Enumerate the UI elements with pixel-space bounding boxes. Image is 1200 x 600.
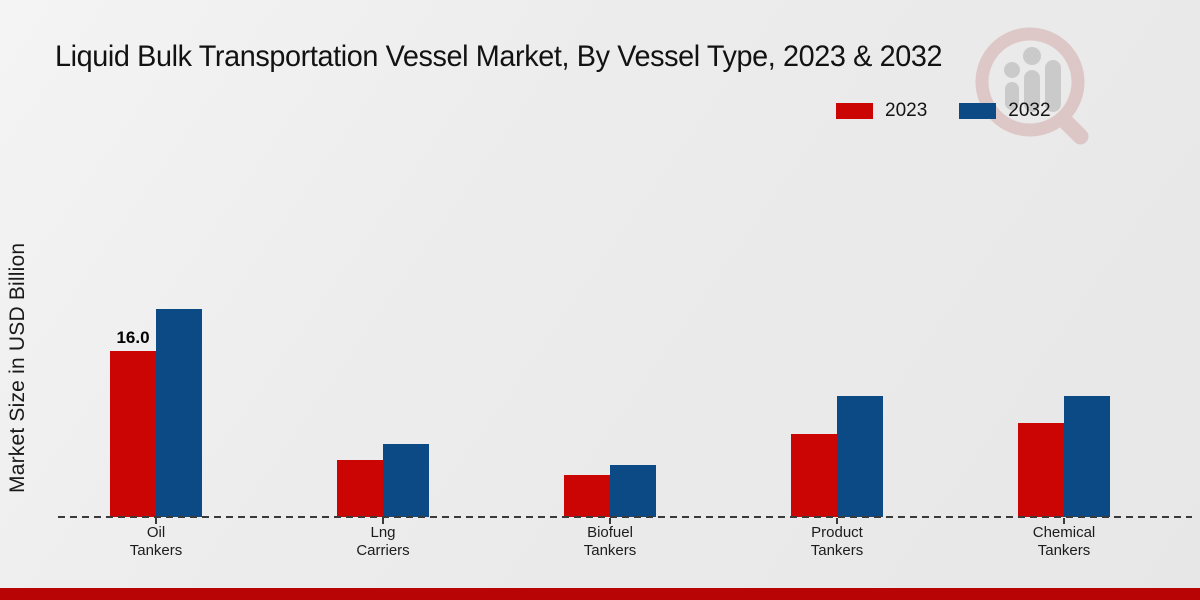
x-axis-tick-product-tankers — [836, 518, 838, 524]
x-axis-tick-lng-carriers — [382, 518, 384, 524]
category-label-lng-carriers: Lng Carriers — [356, 524, 410, 559]
category-label-oil-tankers: Oil Tankers — [129, 524, 183, 559]
watermark-logo-icon — [968, 22, 1098, 152]
y-axis-label: Market Size in USD Billion — [6, 242, 29, 494]
bar-2032-lng-carriers — [383, 444, 429, 517]
x-axis-tick-oil-tankers — [155, 518, 157, 524]
magnifier-bar-chart-logo — [975, 27, 1089, 145]
x-axis-tick-chemical-tankers — [1063, 518, 1065, 524]
legend-label-2032: 2032 — [1008, 100, 1051, 121]
footer-bar — [0, 588, 1200, 600]
category-label-biofuel-tankers: Biofuel Tankers — [583, 524, 637, 559]
bar-2023-lng-carriers — [337, 460, 383, 517]
x-axis-tick-biofuel-tankers — [609, 518, 611, 524]
x-axis-line — [58, 516, 1192, 518]
chart-title: Liquid Bulk Transportation Vessel Market… — [55, 40, 943, 73]
bar-2023-chemical-tankers — [1018, 423, 1064, 517]
bar-2032-oil-tankers — [156, 309, 202, 517]
bar-2032-biofuel-tankers — [610, 465, 656, 517]
bar-2032-product-tankers — [837, 396, 883, 517]
bar-value-label-oil-tankers: 16.0 — [116, 328, 150, 347]
legend-swatch-2032-icon — [959, 103, 997, 119]
bar-2032-chemical-tankers — [1064, 396, 1110, 517]
legend-item-2023: 2023 — [836, 100, 927, 122]
legend: 2023 2032 — [836, 100, 1051, 122]
bar-2023-biofuel-tankers — [564, 475, 610, 517]
legend-item-2032: 2032 — [959, 100, 1051, 122]
legend-label-2023: 2023 — [885, 100, 928, 121]
legend-swatch-2023-icon — [836, 103, 873, 119]
category-label-chemical-tankers: Chemical Tankers — [1032, 524, 1096, 559]
bar-2023-oil-tankers — [110, 351, 156, 517]
category-label-product-tankers: Product Tankers — [810, 524, 864, 559]
bar-2023-product-tankers — [791, 434, 837, 517]
